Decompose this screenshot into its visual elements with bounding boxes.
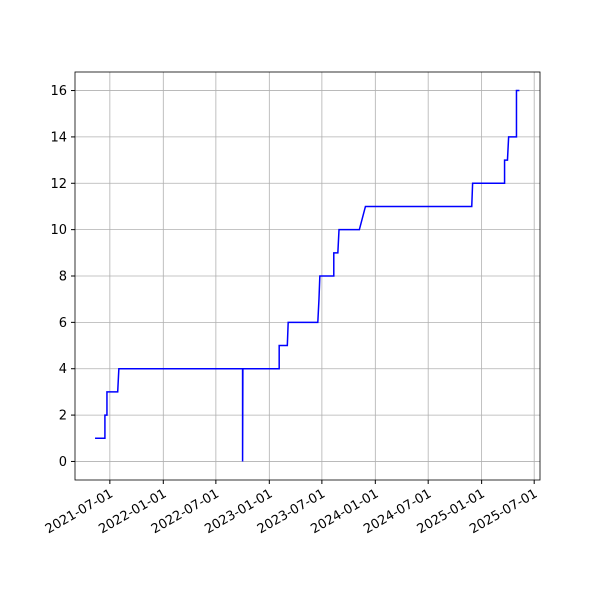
y-tick-label: 12 xyxy=(50,177,67,192)
line xyxy=(95,89,520,462)
axes-frame xyxy=(74,71,541,481)
y-tick-label: 10 xyxy=(50,223,67,238)
y-tick-label: 14 xyxy=(50,130,67,145)
y-tick-label: 2 xyxy=(59,409,67,424)
y-tick-label: 8 xyxy=(59,270,67,285)
y-tick-label: 4 xyxy=(59,362,67,377)
y-tick-label: 16 xyxy=(50,84,67,99)
y-tick-label: 6 xyxy=(59,316,67,331)
y-tick-label: 0 xyxy=(59,455,67,470)
